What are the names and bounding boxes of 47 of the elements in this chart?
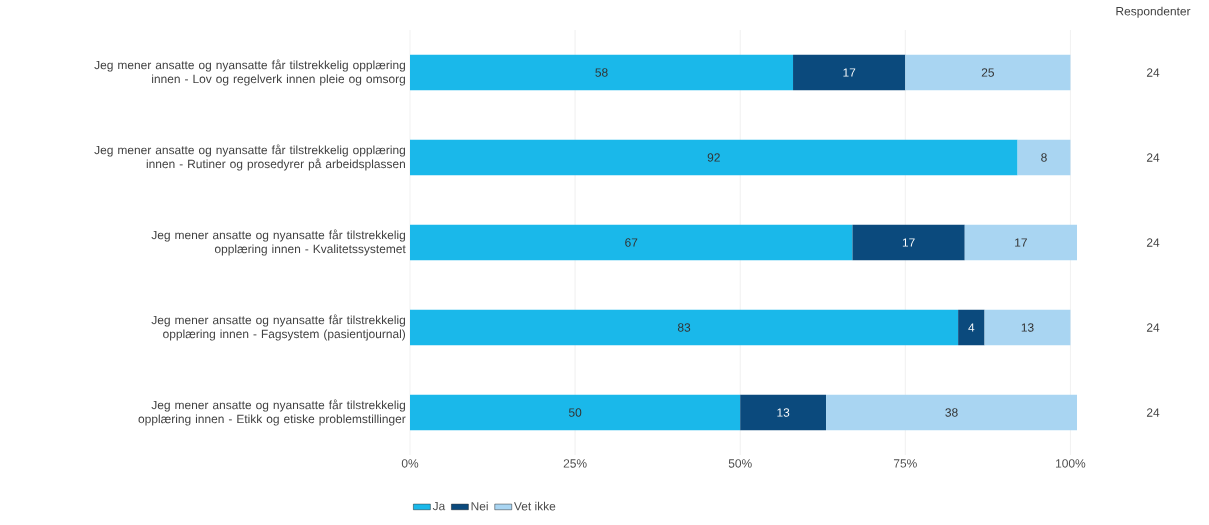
data-label: 8 — [1041, 153, 1047, 162]
y-tick-label: Jeg mener ansatte og nyansatte får tilstrekkelig opplæring innen - Etikk og etiske problemstillinger — [138, 399, 406, 426]
legend-label: Nei — [471, 501, 488, 511]
data-label: 17 — [843, 68, 856, 77]
x-tick-label: 50% — [728, 459, 752, 468]
y-tick-label: Jeg mener ansatte og nyansatte får tilstrekkelig opplæring innen - Lov og regelverk innen pleie og omsorg — [94, 59, 405, 86]
data-label: 17 — [902, 238, 915, 247]
data-label: 13 — [1021, 323, 1034, 332]
bar — [964, 224, 1078, 261]
data-label: 38 — [945, 408, 958, 417]
bar — [793, 54, 906, 91]
bar — [1017, 139, 1071, 176]
bar — [984, 309, 1071, 346]
legend-label: Vet ikke — [513, 501, 556, 511]
data-label: 17 — [1015, 238, 1027, 247]
data-label: 58 — [595, 68, 608, 77]
bar — [905, 54, 1071, 91]
y-tick-label: Jeg mener ansatte og nyansatte får tilstrekkelig opplæring innen - Rutiner og prosedyrer på arbeidsplassen — [94, 144, 405, 171]
text: 24 — [1146, 153, 1160, 162]
text: 24 — [1146, 323, 1160, 332]
y-tick-label: Jeg mener ansatte og nyansatte får tilstrekkelig opplæring innen - Fagsystem (pasientjournal) — [151, 314, 406, 341]
data-label: 25 — [981, 68, 994, 77]
data-label: 67 — [625, 238, 638, 247]
x-tick-label: 0% — [401, 459, 419, 468]
bar — [410, 54, 794, 91]
x-tick-label: 25% — [563, 459, 587, 468]
data-label: 92 — [707, 153, 720, 162]
bar — [410, 309, 959, 346]
y-tick-label: Jeg mener ansatte og nyansatte får tilstrekkelig opplæring innen - Kvalitetssystemet — [151, 229, 406, 256]
bar — [410, 224, 853, 261]
bar — [826, 394, 1078, 431]
data-label: 83 — [677, 323, 691, 332]
bar — [958, 309, 985, 346]
data-label: 4 — [968, 323, 975, 332]
text: 24 — [1146, 238, 1160, 247]
text: Respondenter — [1116, 6, 1191, 18]
bar — [410, 394, 741, 431]
legend-label: Ja — [432, 501, 446, 511]
x-tick-label: 100% — [1056, 459, 1086, 468]
bar — [740, 394, 827, 431]
text: 24 — [1146, 408, 1160, 417]
x-tick-label: 75% — [893, 459, 917, 468]
bar — [410, 139, 1018, 176]
data-label: 13 — [777, 408, 790, 417]
data-label: 50 — [568, 408, 582, 417]
text: 24 — [1146, 68, 1160, 77]
bar — [852, 224, 965, 261]
